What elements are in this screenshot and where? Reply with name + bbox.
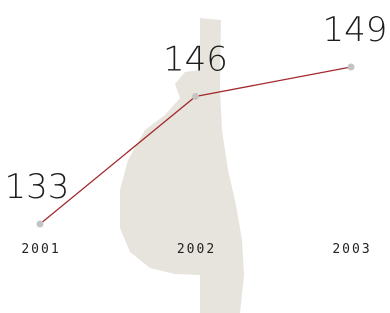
data-point (37, 221, 44, 228)
data-point (348, 64, 355, 71)
x-tick-label: 2001 (21, 242, 60, 257)
data-point (192, 93, 199, 100)
data-label: 149 (323, 10, 388, 50)
x-tick-label: 2003 (332, 242, 371, 257)
x-tick-label: 2002 (177, 242, 216, 257)
data-label: 133 (5, 167, 70, 207)
chart: 2001 2002 2003 133 146 149 (0, 0, 390, 313)
data-label: 146 (163, 39, 228, 79)
